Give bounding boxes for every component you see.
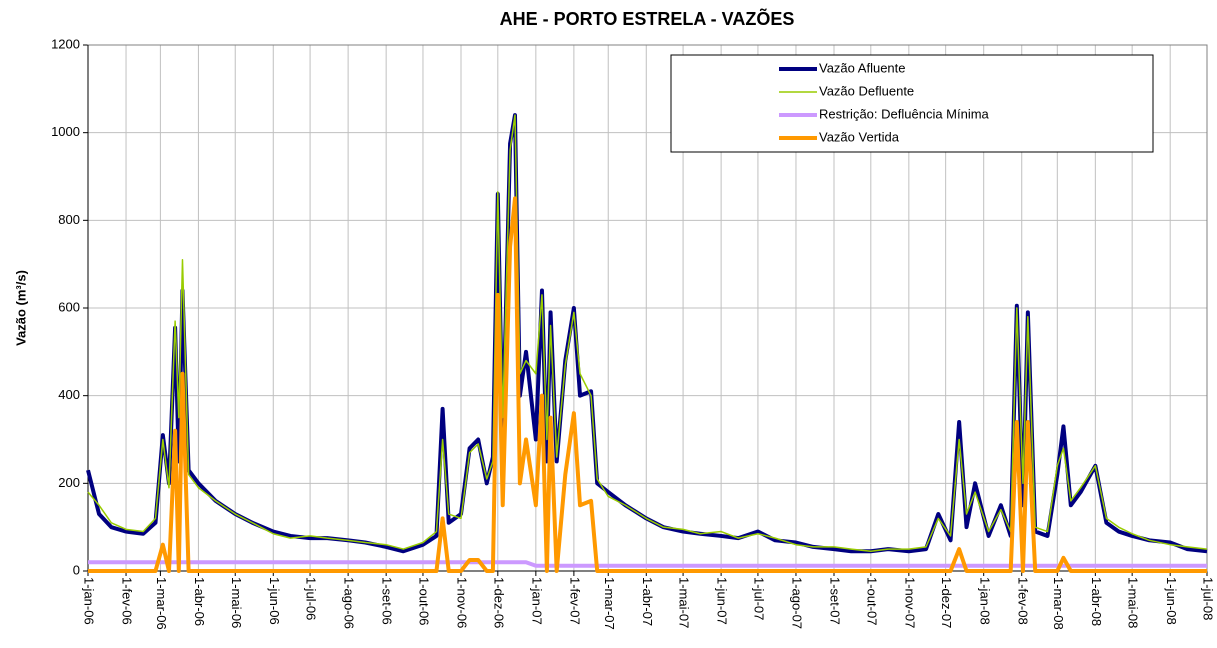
x-tick-label: 1-jul-07: [751, 577, 766, 620]
x-tick-label: 1-ago-06: [342, 577, 357, 629]
x-tick-label: 1-out-07: [864, 577, 879, 625]
y-tick-label: 1200: [51, 36, 80, 51]
x-tick-label: 1-mai-07: [677, 577, 692, 628]
x-tick-label: 1-abr-06: [192, 577, 207, 626]
x-tick-label: 1-nov-06: [455, 577, 470, 628]
x-tick-label: 1-abr-08: [1089, 577, 1104, 626]
legend-label: Vazão Vertida: [819, 129, 900, 144]
legend-label: Restrição: Defluência Mínima: [819, 106, 990, 121]
y-tick-label: 600: [58, 299, 80, 314]
x-tick-label: 1-abr-07: [640, 577, 655, 626]
x-tick-label: 1-nov-07: [902, 577, 917, 628]
y-tick-label: 1000: [51, 124, 80, 139]
x-tick-label: 1-ago-07: [790, 577, 805, 629]
x-tick-label: 1-jan-07: [529, 577, 544, 625]
x-tick-label: 1-fev-06: [120, 577, 135, 625]
y-tick-label: 800: [58, 212, 80, 227]
legend-label: Vazão Defluente: [819, 83, 914, 98]
series-line: [87, 114, 1208, 553]
y-axis-label: Vazão (m³/s): [13, 270, 28, 346]
x-tick-label: 1-jun-07: [715, 577, 730, 625]
x-tick-label: 1-jun-08: [1164, 577, 1179, 625]
x-tick-label: 1-jan-06: [82, 577, 97, 625]
x-tick-label: 1-set-07: [828, 577, 843, 625]
y-tick-label: 0: [73, 562, 80, 577]
y-tick-label: 400: [58, 387, 80, 402]
x-tick-label: 1-fev-07: [567, 577, 582, 625]
x-tick-label: 1-mai-08: [1126, 577, 1141, 628]
y-tick-label: 200: [58, 475, 80, 490]
x-tick-label: 1-mai-06: [229, 577, 244, 628]
x-tick-label: 1-dez-06: [491, 577, 506, 628]
chart-title: AHE - PORTO ESTRELA - VAZÕES: [500, 8, 795, 29]
series-line: [88, 560, 1207, 568]
x-tick-label: 1-mar-06: [154, 577, 169, 630]
x-tick-label: 1-set-06: [380, 577, 395, 625]
x-tick-label: 1-mar-08: [1051, 577, 1066, 630]
x-tick-label: 1-jul-06: [304, 577, 319, 620]
x-tick-label: 1-jan-08: [977, 577, 992, 625]
legend-label: Vazão Afluente: [819, 60, 906, 75]
x-tick-label: 1-dez-07: [939, 577, 954, 628]
series-line: [86, 113, 1208, 554]
x-tick-label: 1-fev-08: [1015, 577, 1030, 625]
x-tick-label: 1-out-06: [417, 577, 432, 625]
x-tick-label: 1-jul-08: [1201, 577, 1216, 620]
legend-box: [670, 54, 1154, 153]
series-line: [88, 196, 1207, 573]
x-tick-label: 1-jun-06: [267, 577, 282, 625]
x-tick-label: 1-mar-07: [602, 577, 617, 630]
